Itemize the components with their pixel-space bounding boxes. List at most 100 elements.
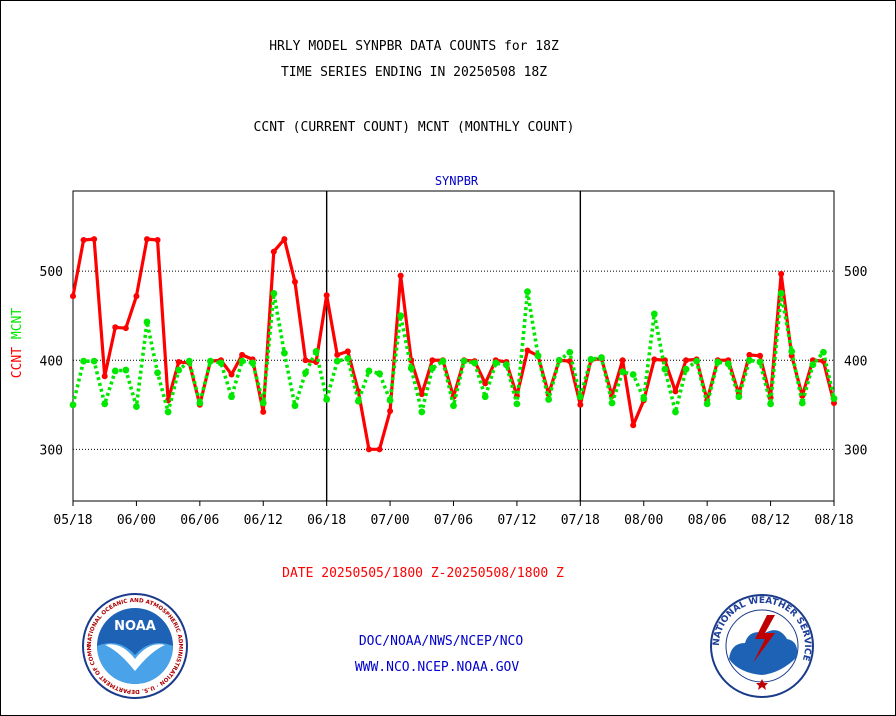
data-point-mcnt bbox=[69, 401, 77, 409]
data-point-mcnt bbox=[302, 369, 309, 377]
data-point-mcnt bbox=[280, 349, 288, 357]
data-point-mcnt bbox=[619, 368, 627, 376]
data-point-mcnt bbox=[661, 365, 669, 373]
data-point-mcnt bbox=[830, 395, 838, 402]
data-point-ccnt bbox=[418, 391, 425, 398]
y-tick-label-right: 500 bbox=[844, 265, 867, 280]
data-point-mcnt bbox=[724, 360, 732, 368]
y-tick-label-left: 300 bbox=[40, 443, 63, 458]
chart-title-line-2: TIME SERIES ENDING IN 20250508 18Z bbox=[280, 65, 548, 80]
website-link[interactable]: WWW.NCO.NCEP.NOAA.GOV bbox=[354, 660, 520, 675]
data-point-ccnt bbox=[270, 248, 277, 255]
data-point-mcnt bbox=[492, 359, 500, 367]
data-point-ccnt bbox=[397, 272, 404, 279]
noaa-logo: NOAA NATIONAL OCEANIC AND ATMOSPHERIC AD… bbox=[81, 593, 188, 699]
org-line: DOC/NOAA/NWS/NCEP/NCO bbox=[358, 634, 524, 649]
data-point-ccnt bbox=[228, 371, 235, 378]
data-point-ccnt bbox=[524, 347, 531, 354]
data-point-mcnt bbox=[133, 403, 140, 410]
data-point-mcnt bbox=[767, 400, 774, 408]
plot-frame bbox=[72, 190, 835, 502]
data-point-mcnt bbox=[249, 359, 257, 367]
data-point-ccnt bbox=[630, 422, 637, 429]
data-point-mcnt bbox=[682, 365, 690, 373]
data-point-mcnt bbox=[672, 408, 679, 416]
data-point-ccnt bbox=[429, 357, 436, 364]
data-point-mcnt bbox=[80, 357, 87, 365]
data-point-mcnt bbox=[217, 359, 225, 367]
x-tick-label: 07/18 bbox=[561, 513, 600, 528]
data-point-mcnt bbox=[650, 310, 658, 318]
data-point-ccnt bbox=[91, 236, 98, 243]
y-tick-label-right: 400 bbox=[844, 354, 867, 369]
data-point-ccnt bbox=[281, 236, 288, 243]
data-point-mcnt bbox=[228, 393, 235, 401]
nws-logo: NATIONAL WEATHER SERVICE bbox=[710, 594, 814, 698]
data-point-mcnt bbox=[629, 371, 637, 378]
data-point-mcnt bbox=[534, 352, 542, 360]
data-point-mcnt bbox=[524, 288, 531, 296]
data-point-ccnt bbox=[344, 348, 351, 355]
data-point-mcnt bbox=[502, 361, 510, 369]
data-point-mcnt bbox=[238, 357, 246, 365]
data-point-ccnt bbox=[80, 236, 87, 243]
data-point-mcnt bbox=[714, 358, 722, 366]
date-range-label: DATE 20250505/1800 Z-20250508/1800 Z bbox=[282, 566, 564, 581]
y-tick-label-left: 500 bbox=[40, 265, 63, 280]
data-point-mcnt bbox=[354, 397, 362, 405]
data-point-mcnt bbox=[90, 357, 98, 365]
chart-title-line-1: HRLY MODEL SYNPBR DATA COUNTS for 18Z bbox=[269, 39, 559, 54]
data-point-mcnt bbox=[460, 357, 468, 365]
x-tick-label: 07/06 bbox=[434, 513, 473, 528]
data-point-ccnt bbox=[291, 278, 298, 285]
data-point-ccnt bbox=[122, 325, 129, 332]
data-point-mcnt bbox=[185, 357, 193, 365]
data-point-mcnt bbox=[428, 364, 436, 372]
data-point-ccnt bbox=[154, 236, 161, 243]
x-tick-label: 07/12 bbox=[497, 513, 536, 528]
data-point-mcnt bbox=[323, 396, 331, 403]
data-point-ccnt bbox=[683, 357, 690, 364]
data-point-mcnt bbox=[777, 290, 785, 297]
data-point-mcnt bbox=[164, 408, 172, 416]
data-point-ccnt bbox=[334, 351, 341, 358]
data-point-mcnt bbox=[471, 359, 479, 367]
data-point-mcnt bbox=[598, 354, 605, 361]
data-point-ccnt bbox=[482, 380, 489, 387]
data-point-mcnt bbox=[101, 400, 109, 408]
data-point-mcnt bbox=[386, 396, 394, 404]
y-axis-label: CCNT MCNT bbox=[10, 308, 25, 379]
data-point-ccnt bbox=[175, 359, 182, 366]
data-point-mcnt bbox=[640, 395, 648, 402]
data-point-mcnt bbox=[746, 356, 753, 364]
data-point-ccnt bbox=[778, 270, 785, 277]
data-point-ccnt bbox=[365, 446, 372, 453]
y-axis-label-ccnt: CCNT bbox=[10, 339, 25, 378]
x-tick-label: 08/00 bbox=[624, 513, 663, 528]
data-point-ccnt bbox=[619, 357, 626, 364]
data-point-ccnt bbox=[387, 408, 394, 415]
x-tick-label: 05/18 bbox=[53, 513, 92, 528]
data-point-mcnt bbox=[312, 347, 320, 355]
data-point-mcnt bbox=[513, 400, 521, 408]
y-tick-label-left: 400 bbox=[40, 354, 63, 369]
data-point-ccnt bbox=[70, 293, 76, 300]
series-line-ccnt bbox=[71, 237, 836, 451]
data-point-ccnt bbox=[239, 351, 246, 358]
data-point-mcnt bbox=[545, 396, 553, 403]
data-point-mcnt bbox=[439, 357, 447, 365]
data-point-ccnt bbox=[101, 373, 108, 380]
data-point-ccnt bbox=[577, 401, 584, 408]
data-point-ccnt bbox=[112, 324, 119, 331]
x-tick-label: 06/12 bbox=[244, 513, 283, 528]
data-point-mcnt bbox=[788, 347, 796, 355]
data-point-mcnt bbox=[344, 355, 352, 362]
x-tick-label: 06/06 bbox=[180, 513, 219, 528]
data-point-mcnt bbox=[555, 356, 563, 364]
data-point-ccnt bbox=[133, 293, 140, 300]
x-tick-label: 06/18 bbox=[307, 513, 346, 528]
data-point-mcnt bbox=[196, 399, 204, 407]
data-point-mcnt bbox=[735, 393, 743, 401]
